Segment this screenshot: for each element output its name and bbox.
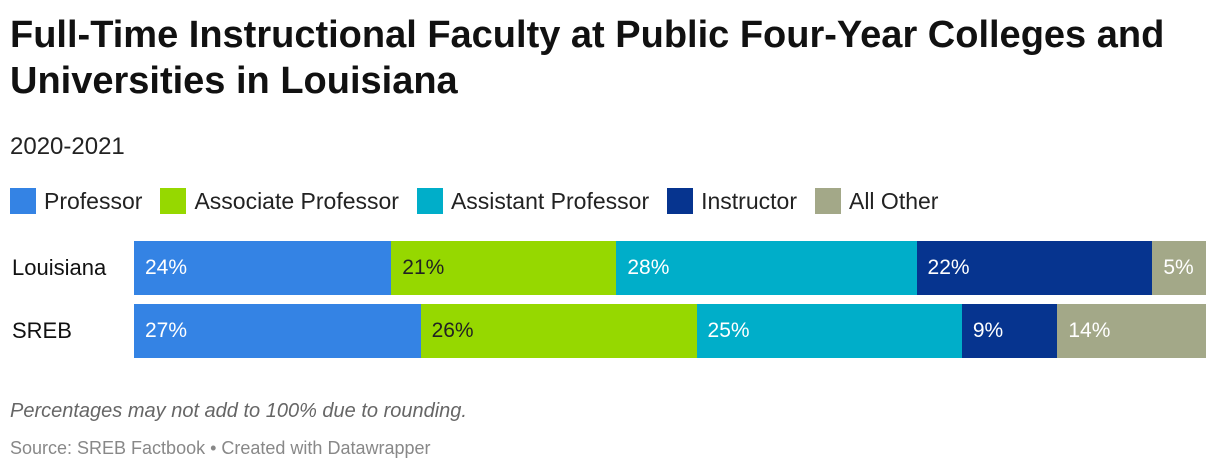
- bar-segment-instructor: 9%: [961, 304, 1058, 358]
- legend-item-all-other: All Other: [814, 188, 939, 214]
- legend-label: Instructor: [701, 188, 797, 214]
- legend-swatch: [814, 188, 841, 214]
- data-label: 27%: [145, 319, 188, 342]
- legend-label: Associate Professor: [194, 188, 399, 214]
- legend-label: All Other: [848, 188, 939, 214]
- bar-segment-associate-professor: 21%: [391, 241, 617, 295]
- bar-segment-professor: 24%: [134, 241, 392, 295]
- bar-segment-associate-professor: 26%: [420, 304, 697, 358]
- data-label: 5%: [1163, 256, 1194, 279]
- chart-subtitle: 2020-2021: [10, 133, 125, 160]
- bar-segment-all-other: 5%: [1152, 241, 1206, 295]
- legend-label: Assistant Professor: [450, 188, 650, 214]
- legend-swatch: [416, 188, 443, 214]
- source-credit: Source: SREB Factbook • Created with Dat…: [10, 438, 431, 458]
- data-label: 21%: [402, 256, 445, 279]
- data-label: 24%: [145, 256, 188, 279]
- row-label-sreb: SREB: [12, 318, 72, 343]
- chart-legend: Professor Associate Professor Assistant Pr…: [10, 186, 956, 216]
- bar-row-louisiana: 24% 21% 28% 22% 5%: [134, 241, 1206, 295]
- legend-swatch: [160, 188, 187, 214]
- legend-item-professor: Professor: [10, 188, 142, 214]
- data-label: 9%: [972, 319, 1004, 342]
- data-label: 22%: [927, 256, 970, 279]
- bar-row-sreb: 27% 26% 25% 9% 14%: [134, 304, 1206, 358]
- legend-swatch: [10, 188, 36, 214]
- bar-segment-assistant-professor: 28%: [616, 241, 917, 295]
- data-label: 14%: [1068, 319, 1111, 342]
- data-label: 28%: [627, 256, 670, 279]
- bar-segment-all-other: 14%: [1057, 304, 1206, 358]
- chart-title: Full-Time Instructional Faculty at Publi…: [10, 14, 1165, 102]
- legend-item-instructor: Instructor: [667, 188, 797, 214]
- data-label: 26%: [431, 319, 474, 342]
- legend-item-associate-professor: Associate Professor: [160, 188, 399, 214]
- bar-segment-instructor: 22%: [916, 241, 1153, 295]
- legend-swatch: [667, 188, 694, 214]
- legend-item-assistant-professor: Assistant Professor: [416, 188, 650, 214]
- legend-label: Professor: [44, 188, 143, 214]
- bar-segment-professor: 27%: [134, 304, 421, 358]
- data-label: 25%: [707, 319, 750, 342]
- rounding-note: Percentages may not add to 100% due to r…: [10, 400, 467, 422]
- row-label-louisiana: Louisiana: [12, 255, 107, 280]
- bar-segment-assistant-professor: 25%: [696, 304, 962, 358]
